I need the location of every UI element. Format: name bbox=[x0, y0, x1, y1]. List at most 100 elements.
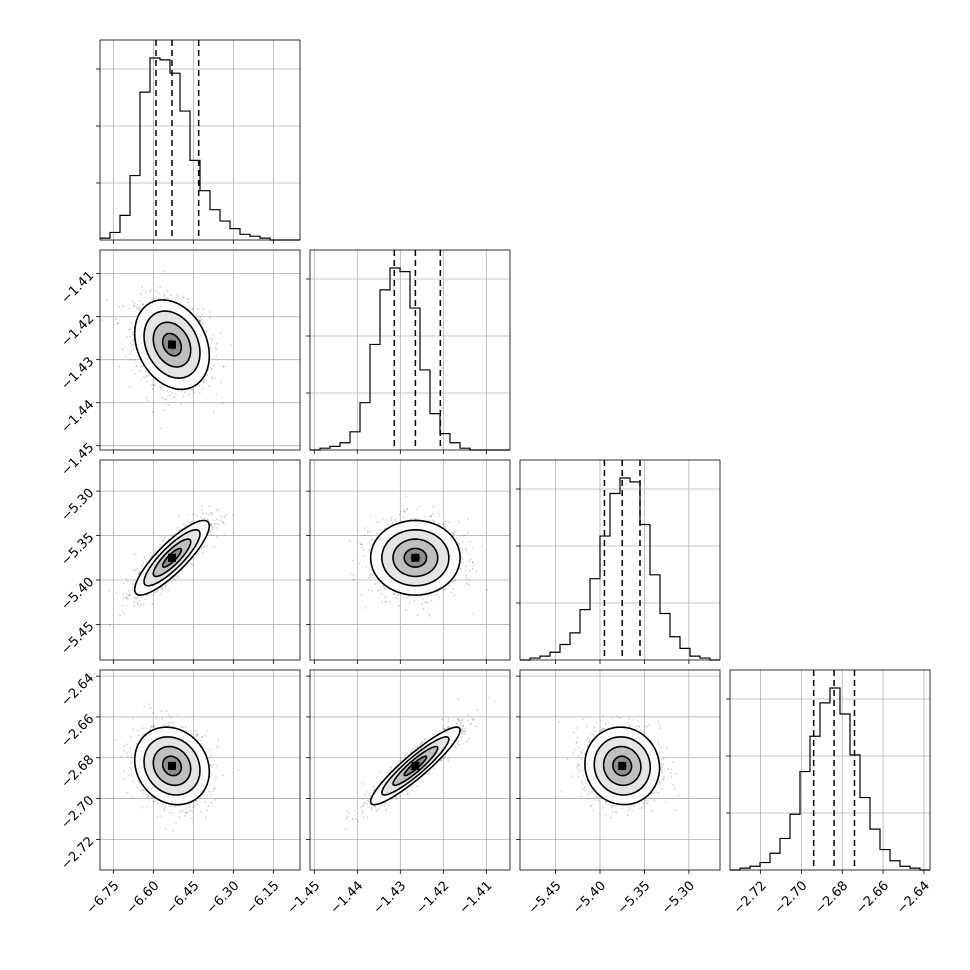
scatter-point bbox=[444, 526, 447, 529]
scatter-point bbox=[176, 294, 179, 297]
scatter-point bbox=[139, 299, 141, 302]
scatter-point bbox=[208, 311, 211, 313]
scatter-point bbox=[139, 370, 142, 372]
scatter-point bbox=[432, 519, 435, 521]
scatter-point bbox=[200, 516, 203, 519]
scatter-point bbox=[406, 507, 409, 510]
scatter-point bbox=[210, 512, 213, 515]
scatter-point bbox=[442, 523, 445, 525]
scatter-point bbox=[359, 542, 361, 545]
scatter-point bbox=[146, 794, 149, 797]
scatter-point bbox=[130, 753, 133, 756]
scatter-point bbox=[212, 513, 215, 516]
scatter-point bbox=[130, 774, 133, 777]
scatter-point bbox=[177, 515, 180, 518]
scatter-point bbox=[149, 728, 151, 731]
scatter-point bbox=[155, 590, 158, 593]
scatter-point bbox=[465, 547, 467, 550]
scatter-point bbox=[151, 387, 154, 390]
scatter-point bbox=[411, 784, 414, 787]
scatter-point bbox=[160, 709, 163, 712]
scatter-point bbox=[177, 389, 180, 392]
scatter-point bbox=[472, 547, 474, 550]
scatter-point bbox=[153, 800, 155, 802]
scatter-point bbox=[199, 319, 202, 322]
scatter-point bbox=[138, 572, 140, 574]
scatter-point bbox=[413, 600, 416, 602]
scatter-point bbox=[146, 806, 149, 808]
scatter-point bbox=[154, 384, 157, 387]
scatter-point bbox=[168, 724, 170, 726]
scatter-point bbox=[197, 307, 200, 310]
scatter-point bbox=[151, 603, 154, 605]
scatter-point bbox=[366, 791, 368, 793]
scatter-point bbox=[165, 710, 168, 713]
scatter-point bbox=[132, 343, 135, 346]
scatter-point bbox=[159, 593, 162, 595]
scatter-point bbox=[438, 515, 441, 518]
scatter-point bbox=[467, 517, 469, 520]
scatter-point bbox=[185, 812, 188, 815]
scatter-point bbox=[147, 400, 150, 402]
scatter-point bbox=[194, 800, 197, 802]
scatter-point bbox=[424, 601, 426, 604]
scatter-point bbox=[123, 612, 126, 615]
scatter-point bbox=[199, 739, 202, 742]
scatter-point bbox=[123, 745, 126, 748]
scatter-point bbox=[352, 574, 355, 576]
scatter-point bbox=[164, 586, 167, 588]
scatter-point bbox=[135, 306, 138, 309]
scatter-point bbox=[215, 393, 218, 396]
scatter-point bbox=[125, 580, 128, 582]
scatter-point bbox=[226, 513, 229, 516]
scatter-point bbox=[192, 557, 195, 560]
scatter-point bbox=[141, 365, 144, 367]
scatter-point bbox=[144, 370, 147, 373]
scatter-point bbox=[431, 512, 434, 515]
scatter-point bbox=[133, 347, 135, 350]
scatter-point bbox=[213, 522, 216, 525]
scatter-point bbox=[466, 531, 469, 534]
scatter-point bbox=[206, 809, 209, 812]
scatter-point bbox=[430, 599, 433, 602]
scatter-point bbox=[352, 578, 355, 581]
scatter-point bbox=[211, 378, 213, 381]
scatter-point bbox=[161, 588, 164, 591]
scatter-point bbox=[139, 605, 142, 608]
scatter-point bbox=[159, 386, 162, 389]
scatter-point bbox=[448, 585, 451, 587]
scatter-point bbox=[133, 604, 136, 607]
scatter-point bbox=[180, 809, 183, 812]
scatter-point bbox=[181, 726, 184, 728]
scatter-point bbox=[421, 602, 423, 605]
scatter-point bbox=[123, 778, 126, 781]
scatter-point bbox=[443, 589, 446, 591]
scatter-point bbox=[162, 538, 165, 541]
scatter-point bbox=[220, 332, 222, 335]
scatter-point bbox=[140, 603, 143, 606]
scatter-point bbox=[454, 579, 457, 581]
scatter-point bbox=[172, 577, 175, 580]
scatter-point bbox=[217, 510, 220, 512]
scatter-point bbox=[370, 538, 373, 541]
scatter-point bbox=[125, 577, 128, 580]
scatter-point bbox=[428, 615, 430, 617]
scatter-point bbox=[160, 388, 162, 391]
scatter-point bbox=[141, 564, 144, 567]
scatter-point bbox=[382, 584, 385, 587]
scatter-point bbox=[131, 369, 133, 371]
scatter-point bbox=[360, 546, 363, 549]
scatter-point bbox=[362, 804, 365, 806]
scatter-point bbox=[132, 339, 134, 342]
scatter-point bbox=[169, 394, 172, 397]
scatter-point bbox=[208, 790, 211, 793]
scatter-point bbox=[138, 572, 141, 574]
scatter-point bbox=[122, 582, 125, 584]
scatter-point bbox=[210, 369, 213, 371]
scatter-point bbox=[365, 565, 368, 568]
scatter-point bbox=[215, 348, 218, 351]
scatter-point bbox=[184, 391, 187, 394]
scatter-point bbox=[131, 583, 134, 585]
scatter-point bbox=[163, 536, 166, 539]
